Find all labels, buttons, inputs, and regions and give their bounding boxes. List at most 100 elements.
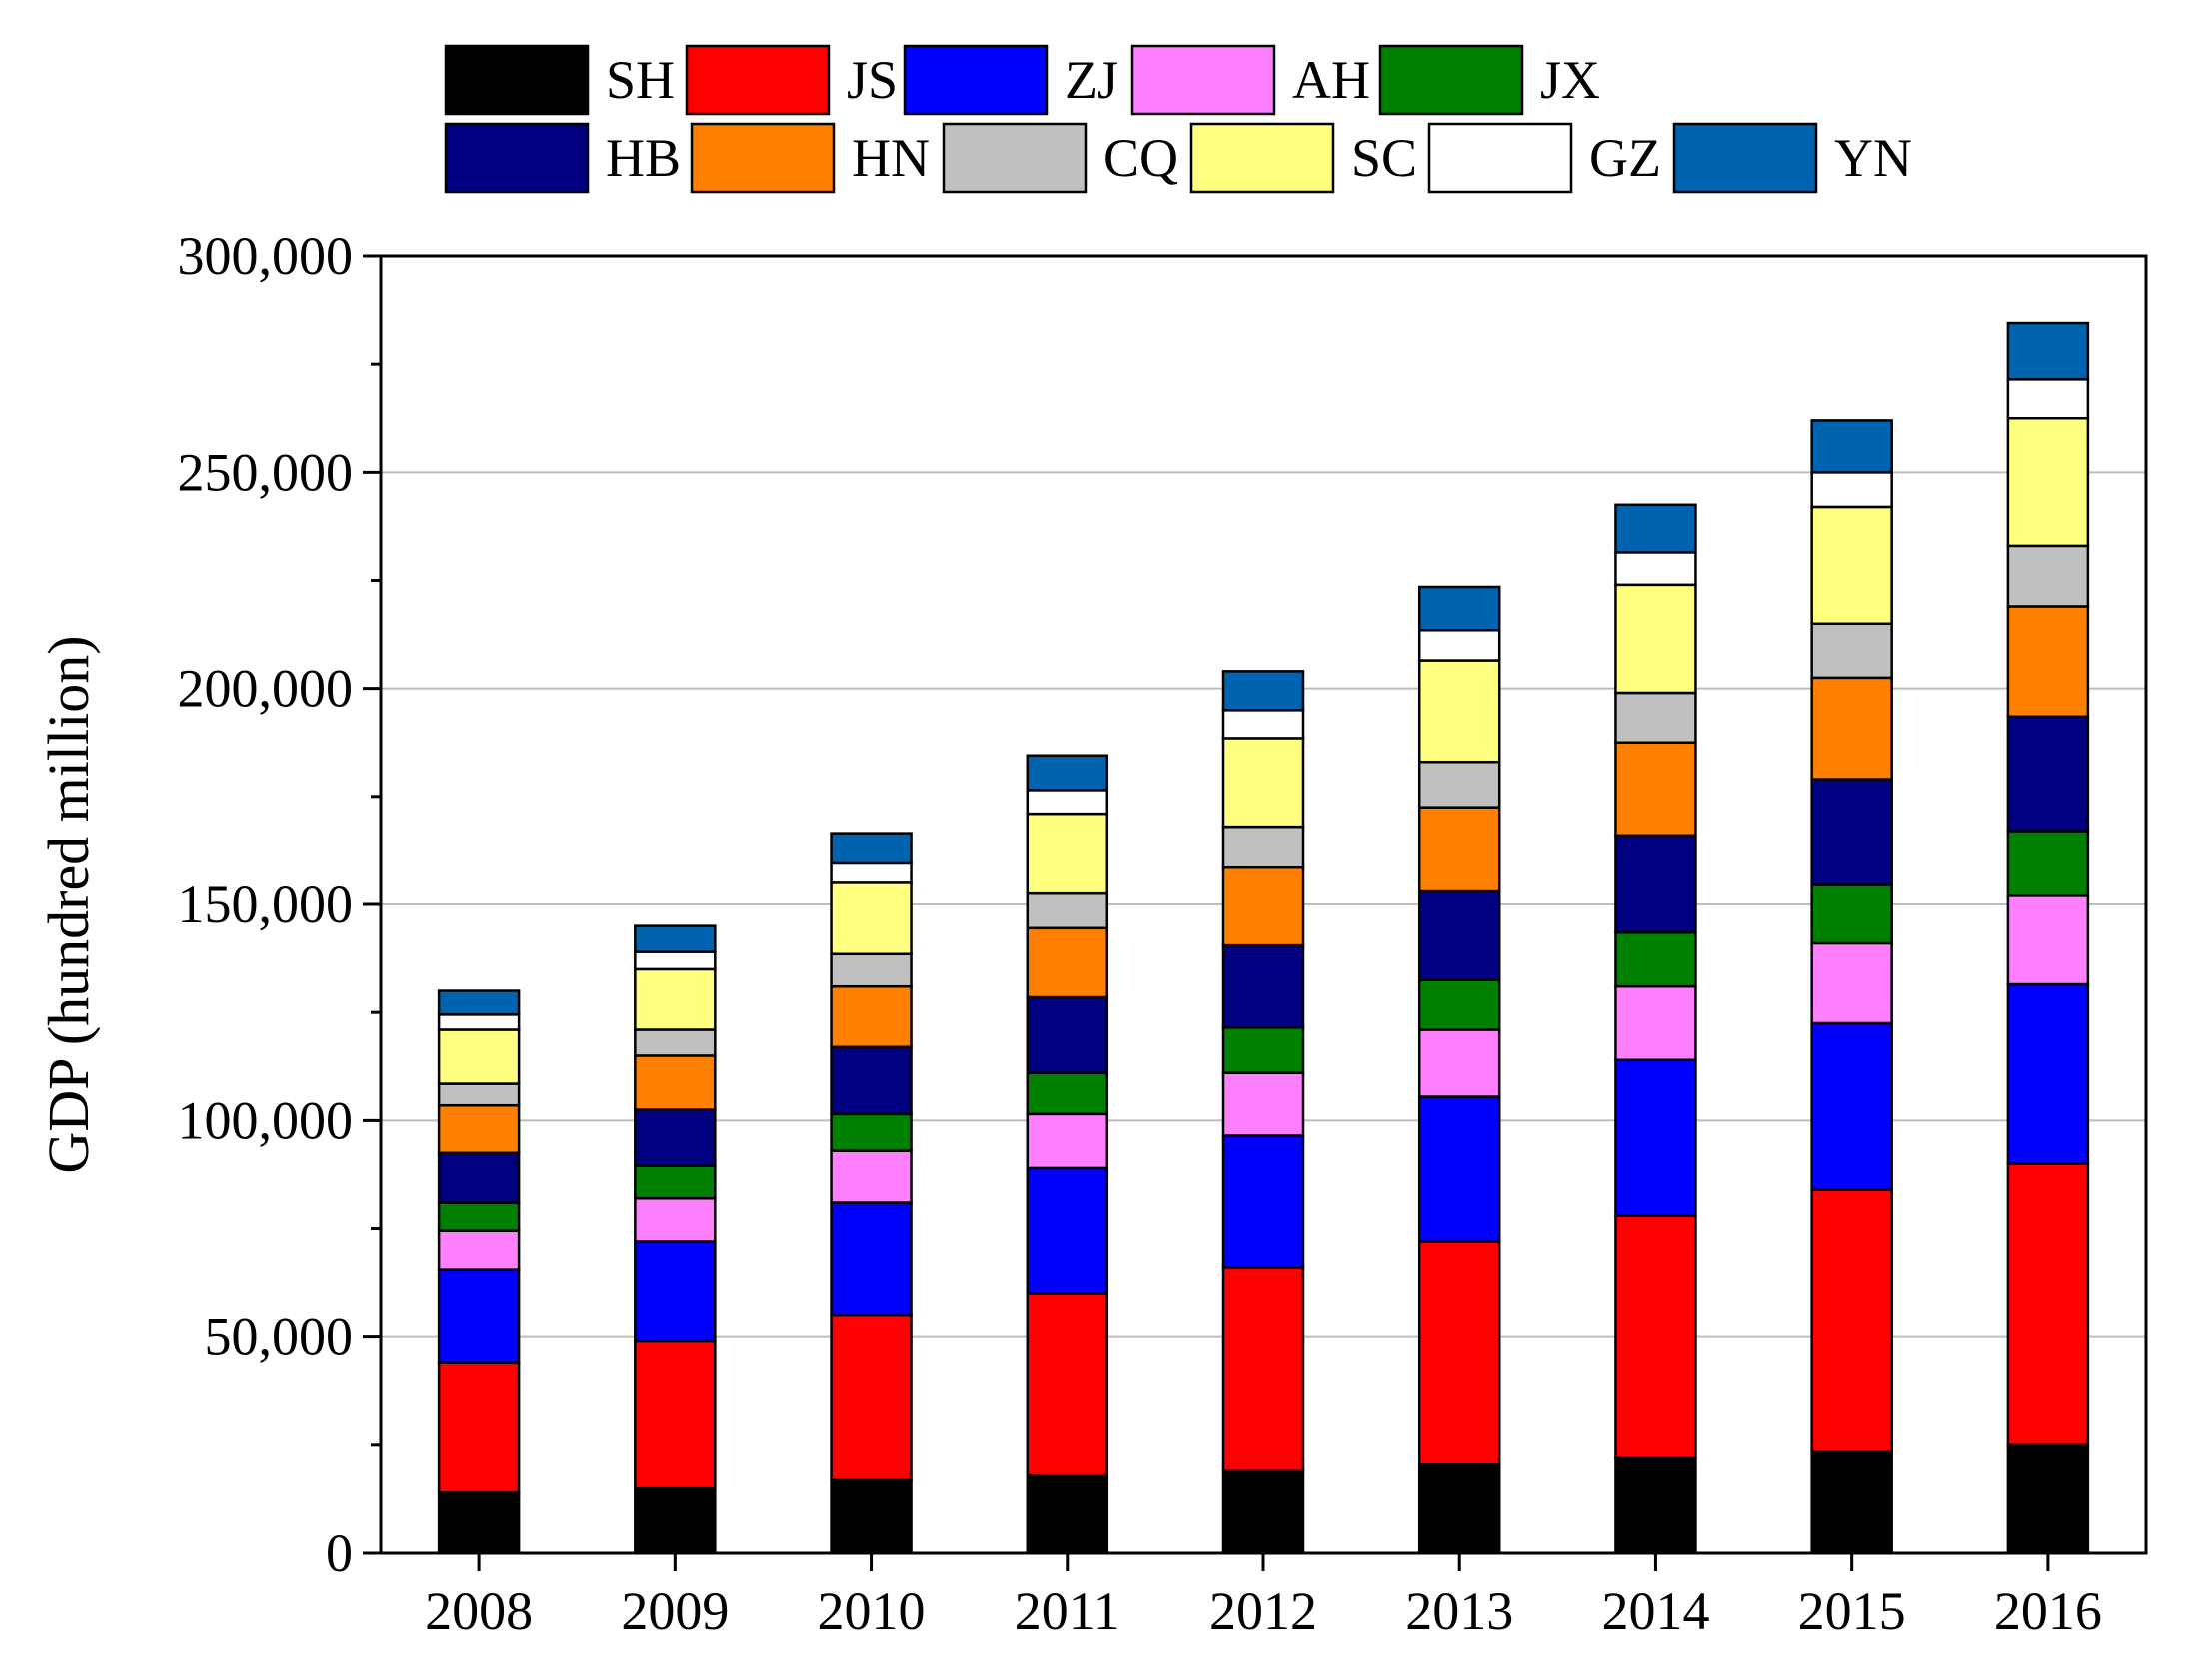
bar-js-2010	[830, 1313, 913, 1481]
bar-hb-2008	[437, 1151, 521, 1204]
bar-js-2012	[1221, 1266, 1305, 1473]
bar-jx-2016	[2006, 830, 2090, 897]
bar-sc-2011	[1026, 812, 1109, 895]
bar-hb-2014	[1614, 834, 1697, 934]
bar-yn-2016	[2006, 321, 2090, 381]
bar-ah-2015	[1810, 941, 1893, 1025]
bar-js-2008	[437, 1361, 521, 1494]
bar-gz-2010	[830, 861, 913, 884]
legend-label-js: JS	[847, 50, 898, 110]
legend-label-gz: GZ	[1589, 128, 1661, 188]
bar-yn-2013	[1417, 585, 1501, 632]
bar-sc-2012	[1221, 737, 1305, 829]
legend-label-ah: AH	[1292, 50, 1370, 110]
bar-ah-2014	[1614, 984, 1697, 1062]
bar-cq-2016	[2006, 544, 2090, 608]
legend-swatch-hb	[444, 122, 590, 194]
bar-cq-2013	[1417, 760, 1501, 809]
bar-sh-2013	[1417, 1463, 1501, 1555]
bar-stack-2013	[1417, 585, 1501, 1555]
bar-js-2016	[2006, 1162, 2090, 1447]
x-tick-label-2009: 2009	[621, 1581, 729, 1641]
legend-label-sc: SC	[1351, 128, 1417, 188]
bar-jx-2014	[1614, 930, 1697, 988]
bar-yn-2010	[830, 832, 913, 865]
legend-label-yn: YN	[1834, 128, 1912, 188]
bar-cq-2009	[634, 1028, 717, 1057]
legend-swatch-cq	[942, 122, 1088, 194]
legend-item-sh: SH	[444, 44, 675, 116]
bar-jx-2013	[1417, 978, 1501, 1031]
bar-jx-2008	[437, 1201, 521, 1232]
bar-hb-2016	[2006, 715, 2090, 833]
bar-ah-2012	[1221, 1071, 1305, 1137]
bar-stack-2009	[634, 924, 717, 1555]
legend-label-jx: JX	[1540, 50, 1600, 110]
bar-sh-2015	[1810, 1450, 1893, 1555]
legend: SH JS ZJ AH JX HB HN CQ SC GZ YN	[444, 44, 1912, 194]
legend-item-cq: CQ	[942, 122, 1178, 194]
legend-swatch-jx	[1378, 44, 1524, 116]
bar-js-2009	[634, 1339, 717, 1490]
bar-zj-2016	[2006, 982, 2090, 1165]
y-axis-title: GDP (hundred million)	[36, 635, 101, 1173]
bar-hn-2012	[1221, 865, 1305, 947]
bar-zj-2012	[1221, 1134, 1305, 1269]
bar-gz-2008	[437, 1013, 521, 1031]
y-tick-label-100000: 100,000	[178, 1090, 354, 1150]
legend-swatch-zj	[903, 44, 1049, 116]
bar-hn-2009	[634, 1054, 717, 1111]
bar-hb-2012	[1221, 943, 1305, 1029]
legend-swatch-sh	[444, 44, 590, 116]
bar-sh-2011	[1026, 1473, 1109, 1555]
legend-label-zj: ZJ	[1065, 50, 1118, 110]
bar-jx-2012	[1221, 1026, 1305, 1074]
y-tick-label-0: 0	[326, 1523, 353, 1583]
y-axis: 0 50,000 100,000 150,000 200,000 250,000 300,0…	[178, 226, 381, 1583]
bar-yn-2012	[1221, 670, 1305, 712]
bar-sc-2013	[1417, 659, 1501, 764]
bar-stack-2010	[830, 832, 913, 1555]
bar-hb-2015	[1810, 778, 1893, 886]
bar-js-2015	[1810, 1188, 1893, 1453]
legend-item-hb: HB	[444, 122, 681, 194]
bar-jx-2010	[830, 1112, 913, 1152]
bar-sc-2008	[437, 1028, 521, 1085]
bar-zj-2010	[830, 1201, 913, 1317]
bar-sh-2009	[634, 1486, 717, 1555]
legend-item-sc: SC	[1189, 122, 1417, 194]
bar-hn-2016	[2006, 605, 2090, 719]
y-tick-label-150000: 150,000	[178, 874, 354, 934]
bar-cq-2014	[1614, 691, 1697, 745]
bar-cq-2011	[1026, 891, 1109, 930]
bar-yn-2009	[634, 924, 717, 953]
legend-swatch-hn	[690, 122, 836, 194]
bar-hn-2014	[1614, 741, 1697, 838]
bar-ah-2016	[2006, 894, 2090, 986]
bar-zj-2008	[437, 1268, 521, 1364]
bar-zj-2014	[1614, 1058, 1697, 1217]
bar-yn-2015	[1810, 419, 1893, 474]
bar-yn-2011	[1026, 754, 1109, 792]
legend-swatch-js	[685, 44, 831, 116]
bar-stack-2008	[437, 989, 521, 1555]
bar-js-2013	[1417, 1240, 1501, 1466]
bar-zj-2011	[1026, 1166, 1109, 1295]
bar-cq-2015	[1810, 622, 1893, 680]
x-axis: 2008 2009 2010 2011 2012 2013 2014 2015 2016	[425, 1553, 2102, 1641]
bar-hb-2011	[1026, 995, 1109, 1074]
legend-item-jx: JX	[1378, 44, 1600, 116]
legend-item-yn: YN	[1672, 122, 1912, 194]
bar-hn-2013	[1417, 806, 1501, 893]
bar-hn-2008	[437, 1103, 521, 1155]
x-tick-label-2008: 2008	[425, 1581, 533, 1641]
bar-sc-2010	[830, 881, 913, 956]
bar-ah-2008	[437, 1229, 521, 1271]
bar-hb-2009	[634, 1108, 717, 1168]
bar-hn-2011	[1026, 926, 1109, 999]
legend-label-cq: CQ	[1103, 128, 1178, 188]
bar-ah-2009	[634, 1196, 717, 1243]
y-tick-label-250000: 250,000	[178, 442, 354, 502]
x-tick-label-2015: 2015	[1798, 1581, 1906, 1641]
